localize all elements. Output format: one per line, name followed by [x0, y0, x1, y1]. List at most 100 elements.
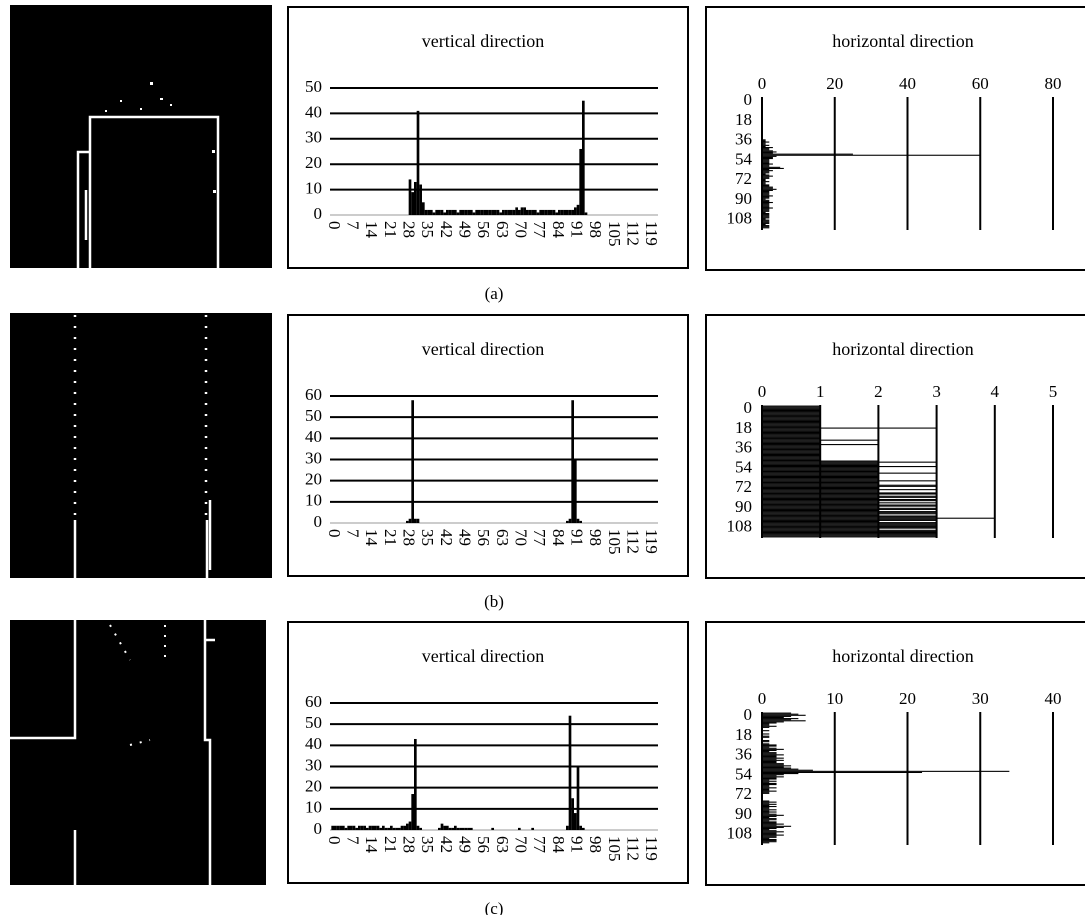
- bar: [762, 463, 878, 464]
- x-tick-label: 56: [474, 221, 493, 238]
- x-tick-label: 14: [362, 221, 381, 239]
- bar: [762, 838, 769, 839]
- x-tick-label: 4: [991, 382, 1000, 401]
- bar: [762, 151, 777, 152]
- bar: [762, 757, 777, 758]
- bar: [762, 210, 769, 211]
- y-tick-label: 0: [744, 398, 753, 417]
- x-tick-label: 84: [549, 221, 568, 239]
- bar: [762, 453, 820, 454]
- bar: [762, 830, 777, 831]
- bar: [762, 818, 777, 819]
- bar: [762, 415, 820, 416]
- bar: [762, 479, 878, 480]
- bar: [762, 169, 769, 170]
- bar: [414, 739, 417, 830]
- x-tick-label: 40: [899, 74, 916, 93]
- bar: [563, 210, 566, 215]
- bar: [762, 814, 777, 815]
- bar: [465, 210, 468, 215]
- y-tick-label: 40: [305, 102, 322, 121]
- bar: [762, 714, 798, 715]
- x-tick-label: 35: [418, 836, 437, 853]
- bar: [762, 221, 769, 222]
- bar: [499, 212, 502, 215]
- bar: [762, 721, 784, 722]
- bar: [531, 210, 534, 215]
- x-tick-label: 77: [530, 529, 549, 547]
- y-tick-label: 18: [735, 418, 752, 437]
- bar: [762, 406, 820, 407]
- bar: [574, 813, 577, 830]
- bar: [762, 811, 777, 812]
- bar: [762, 450, 820, 451]
- bar: [762, 437, 820, 438]
- bar: [762, 225, 769, 226]
- bar: [331, 826, 334, 830]
- bar: [451, 828, 454, 830]
- bar: [762, 515, 937, 516]
- x-tick-label: 105: [605, 221, 624, 247]
- bar: [762, 820, 769, 821]
- bar: [762, 461, 878, 462]
- bar: [571, 400, 574, 523]
- bar: [337, 826, 340, 830]
- bar: [762, 456, 820, 457]
- bar: [518, 828, 521, 830]
- bar: [762, 190, 773, 191]
- bar: [406, 824, 409, 830]
- bar: [762, 224, 766, 225]
- binary-image: [10, 313, 272, 578]
- x-tick-label: 49: [455, 836, 474, 853]
- bar: [566, 210, 569, 215]
- x-tick-label: 63: [493, 836, 512, 853]
- bar: [762, 472, 878, 473]
- bar: [762, 426, 820, 427]
- y-tick-label: 90: [735, 189, 752, 208]
- bar: [762, 469, 878, 470]
- bar: [762, 466, 937, 467]
- x-tick-label: 70: [511, 529, 530, 546]
- y-tick-label: 40: [305, 734, 322, 753]
- bar: [438, 210, 441, 215]
- x-tick-label: 56: [474, 836, 493, 853]
- bar: [762, 424, 820, 425]
- bar: [762, 412, 820, 413]
- bar: [762, 440, 878, 441]
- bar: [762, 464, 878, 465]
- bar: [505, 210, 508, 215]
- x-tick-label: 7: [343, 836, 362, 845]
- bar: [762, 759, 777, 760]
- bar: [762, 215, 769, 216]
- bar: [545, 210, 548, 215]
- bar: [510, 210, 513, 215]
- bar: [762, 835, 784, 836]
- bar: [363, 826, 366, 830]
- bar: [762, 201, 769, 202]
- bar: [762, 800, 769, 801]
- bar: [457, 828, 460, 830]
- bar: [762, 143, 766, 144]
- bar: [762, 813, 769, 814]
- bar: [762, 777, 777, 778]
- bar: [762, 741, 769, 742]
- bar: [762, 445, 820, 446]
- bar: [762, 765, 791, 766]
- chart-title: vertical direction: [422, 31, 544, 51]
- bar: [534, 210, 537, 215]
- x-tick-label: 84: [549, 529, 568, 547]
- bar: [762, 718, 798, 719]
- bar: [762, 785, 769, 786]
- bar: [762, 182, 766, 183]
- bar: [762, 180, 766, 181]
- bar: [762, 501, 878, 502]
- bar: [762, 803, 769, 804]
- bar: [762, 786, 769, 787]
- bar: [762, 841, 777, 842]
- bar: [762, 522, 937, 523]
- bar: [762, 530, 937, 531]
- y-tick-label: 40: [305, 427, 322, 446]
- bar: [762, 809, 777, 810]
- bar: [762, 218, 766, 219]
- caption: (b): [484, 592, 504, 611]
